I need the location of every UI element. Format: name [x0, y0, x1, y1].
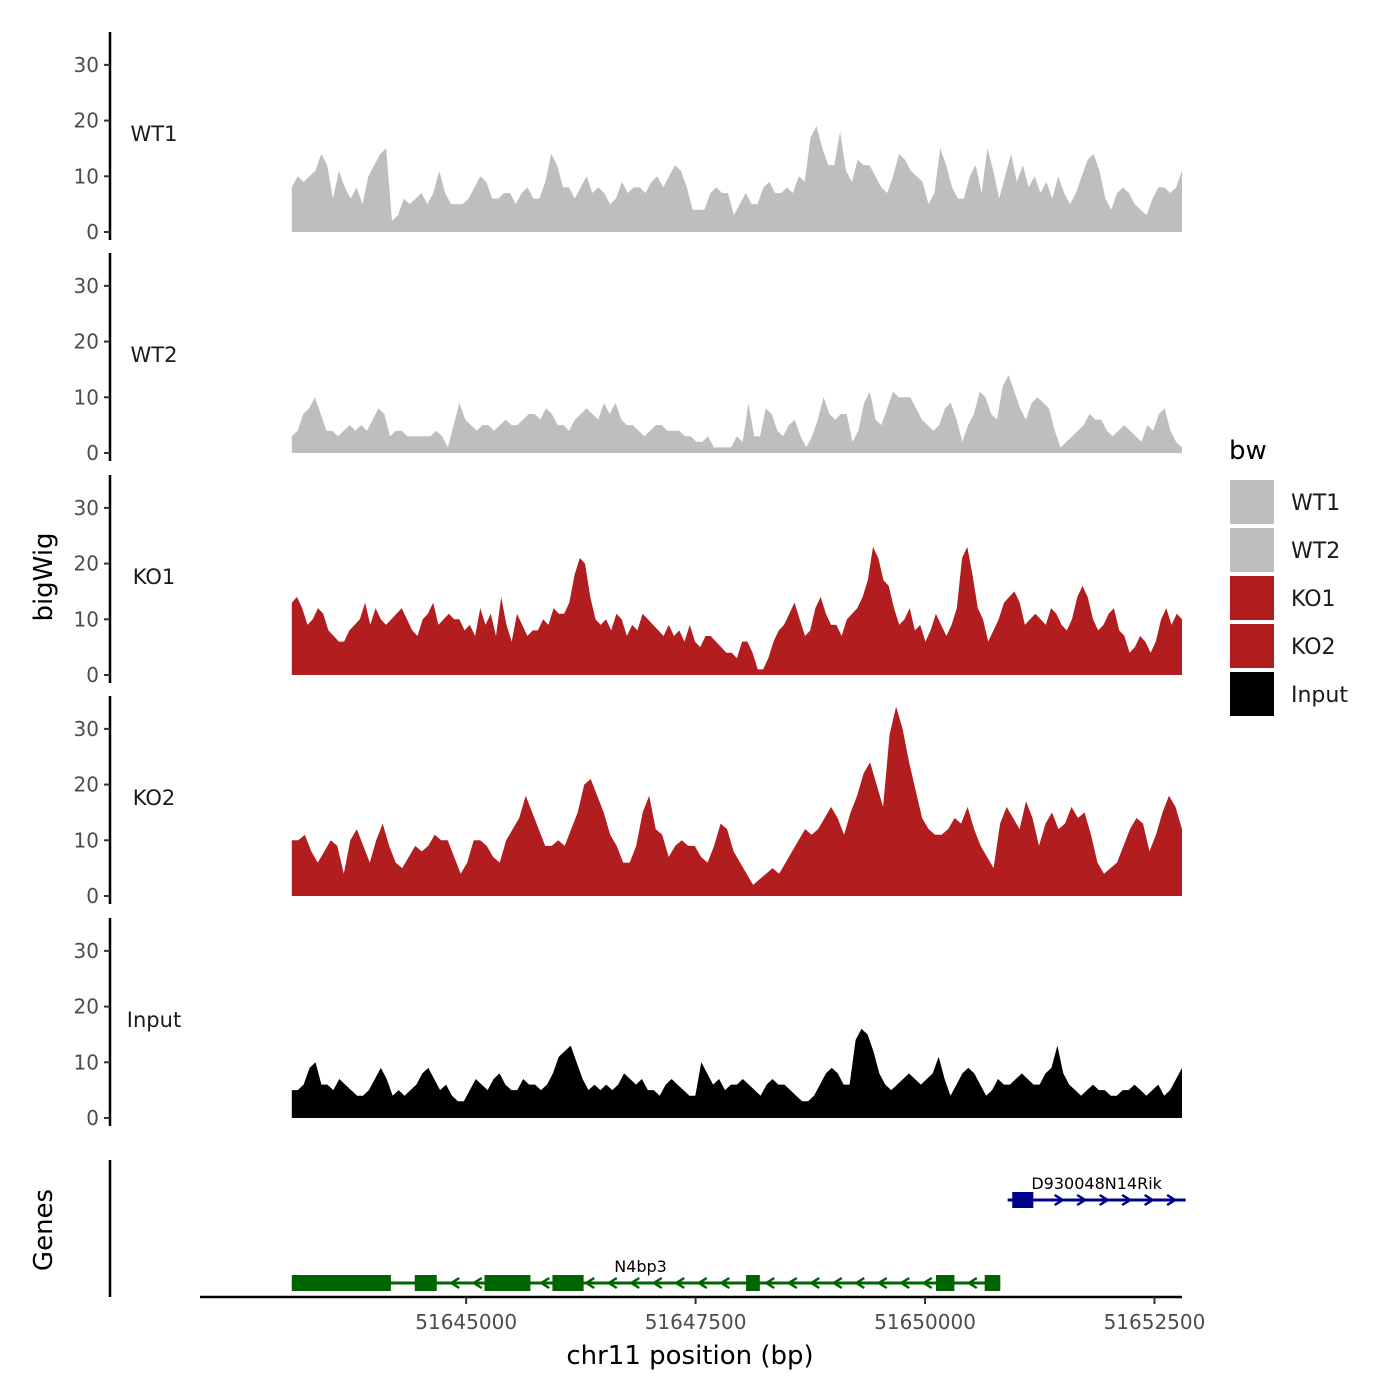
strand-arrow: [786, 1276, 798, 1290]
track-label-wt1: WT1: [131, 122, 178, 146]
strand-arrow: [696, 1276, 708, 1290]
x-tick-label: 51650000: [874, 1310, 976, 1334]
strand-arrow: [673, 1276, 685, 1290]
genes-panel: D930048N14Rik N4bp3: [108, 1160, 1186, 1297]
strand-arrow: [808, 1276, 820, 1290]
exon-block: [984, 1275, 1001, 1291]
legend-label-ko2: KO2: [1291, 635, 1336, 660]
strand-arrow: [763, 1276, 775, 1290]
exon-block: [1012, 1192, 1034, 1208]
gene-label-n4bp3: N4bp3: [614, 1257, 667, 1276]
legend-swatch-ko2: [1230, 624, 1274, 668]
legend-label-wt1: WT1: [1291, 491, 1340, 516]
exon-block: [484, 1275, 531, 1291]
strand-arrow: [853, 1276, 865, 1290]
y-tick-label: 20: [74, 109, 99, 133]
track-label-ko2: KO2: [133, 786, 176, 810]
track-ko2: 0 10 20 30 KO2: [74, 696, 1182, 908]
x-axis-title: chr11 position (bp): [566, 1341, 813, 1371]
coverage-area-ko1: [291, 546, 1182, 675]
y-tick-label: 30: [74, 53, 99, 77]
strand-arrow: [471, 1276, 483, 1290]
strand-arrow: [898, 1276, 910, 1290]
exon-block: [552, 1275, 584, 1291]
strand-arrow: [606, 1276, 618, 1290]
strand-arrow: [651, 1276, 663, 1290]
strand-arrow: [1166, 1193, 1178, 1207]
y-tick-label: 10: [74, 164, 99, 188]
y-tick-label: 0: [86, 441, 99, 465]
strand-arrow: [1053, 1193, 1065, 1207]
coverage-area-wt2: [291, 375, 1182, 453]
legend-label-ko1: KO1: [1291, 587, 1336, 612]
strand-arrow: [966, 1276, 978, 1290]
y-tick-label: 30: [74, 496, 99, 520]
exon-block: [746, 1275, 760, 1291]
genes-axis-title: Genes: [29, 1189, 59, 1271]
strand-arrow: [628, 1276, 640, 1290]
strand-arrow: [921, 1276, 933, 1290]
gene-d930048n14rik: D930048N14Rik: [1007, 1174, 1186, 1208]
track-label-wt2: WT2: [131, 343, 178, 367]
coverage-area-ko2: [291, 706, 1182, 896]
legend: bw WT1 WT2 KO1 KO2 Input: [1229, 436, 1348, 716]
exon-block: [291, 1275, 391, 1291]
x-axis: 51645000 51647500 51650000 51652500: [200, 1295, 1206, 1334]
track-wt1: 0 10 20 30 WT1: [74, 32, 1182, 244]
strand-arrow: [583, 1276, 595, 1290]
legend-title: bw: [1229, 436, 1267, 466]
y-tick-label: 20: [74, 995, 99, 1019]
track-label-input: Input: [127, 1008, 181, 1032]
y-tick-label: 30: [74, 939, 99, 963]
y-tick-label: 10: [74, 385, 99, 409]
strand-arrow: [718, 1276, 730, 1290]
y-tick-label: 30: [74, 274, 99, 298]
strand-arrow: [448, 1276, 460, 1290]
strand-arrow: [1076, 1193, 1088, 1207]
exon-block: [414, 1275, 437, 1291]
y-tick-label: 0: [86, 1106, 99, 1130]
track-input: 0 10 20 30 Input: [74, 918, 1182, 1130]
track-wt2: 0 10 20 30 WT2: [74, 253, 1182, 465]
coverage-area-wt1: [291, 126, 1182, 232]
legend-swatch-wt2: [1230, 528, 1274, 572]
track-label-ko1: KO1: [133, 565, 176, 589]
x-tick-label: 51645000: [415, 1310, 517, 1334]
gene-n4bp3: N4bp3: [291, 1257, 1001, 1291]
strand-arrow: [1121, 1193, 1133, 1207]
y-tick-label: 20: [74, 773, 99, 797]
y-tick-label: 0: [86, 663, 99, 687]
x-tick-label: 51652500: [1104, 1310, 1206, 1334]
y-tick-label: 30: [74, 717, 99, 741]
gene-label-d930048n14rik: D930048N14Rik: [1031, 1174, 1162, 1193]
y-tick-label: 20: [74, 552, 99, 576]
y-tick-label: 10: [74, 828, 99, 852]
tracks-layer: 0 10 20 30 WT1 0 10 20 30 WT2 0 10 20 30 KO1 0 10 20 30 KO2…: [74, 32, 1182, 1130]
coverage-area-input: [291, 1028, 1182, 1118]
y-tick-label: 10: [74, 1050, 99, 1074]
x-tick-label: 51647500: [645, 1310, 747, 1334]
legend-swatch-wt1: [1230, 480, 1274, 524]
legend-swatch-ko1: [1230, 576, 1274, 620]
y-tick-label: 20: [74, 330, 99, 354]
legend-label-wt2: WT2: [1291, 539, 1340, 564]
y-axis-title: bigWig: [29, 532, 59, 621]
strand-arrow: [1143, 1193, 1155, 1207]
strand-arrow: [538, 1276, 550, 1290]
track-ko1: 0 10 20 30 KO1: [74, 475, 1182, 687]
legend-label-input: Input: [1291, 683, 1348, 708]
strand-arrow: [831, 1276, 843, 1290]
legend-swatch-input: [1230, 672, 1274, 716]
exon-block: [936, 1275, 955, 1291]
strand-arrow: [1098, 1193, 1110, 1207]
strand-arrow: [876, 1276, 888, 1290]
y-tick-label: 10: [74, 607, 99, 631]
y-tick-label: 0: [86, 220, 99, 244]
y-tick-label: 0: [86, 884, 99, 908]
